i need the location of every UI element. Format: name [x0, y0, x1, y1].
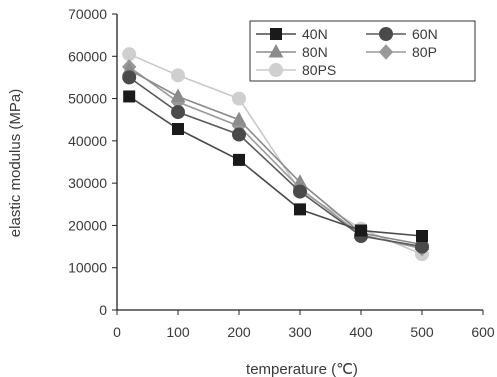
y-tick-label: 30000: [68, 175, 107, 191]
legend-marker: [268, 43, 284, 58]
legend-label: 80N: [302, 44, 328, 60]
legend-label: 80P: [412, 44, 437, 60]
data-point: [355, 224, 367, 237]
series-line: [128, 76, 423, 248]
data-point: [122, 47, 137, 62]
y-tick-label: 60000: [68, 48, 107, 64]
y-axis-title: elastic modulus (MPa): [7, 89, 24, 237]
data-point: [171, 68, 185, 83]
legend-label: 80PS: [302, 62, 336, 78]
data-point: [233, 153, 245, 166]
data-point: [172, 123, 184, 136]
x-tick-label: 600: [471, 324, 495, 340]
legend-marker: [270, 28, 282, 40]
legend-marker: [379, 27, 393, 41]
y-tick-label: 70000: [68, 6, 107, 22]
y-tick-label: 20000: [68, 217, 107, 233]
legend: 40N 60N 80N 80P 80PS: [249, 20, 476, 82]
legend-item-60n: 60N: [366, 26, 438, 42]
data-point: [123, 90, 136, 103]
data-point: [232, 127, 246, 142]
series-line: [128, 53, 423, 255]
series-line: [128, 69, 423, 246]
axes: 0 10000 20000 30000 40000 50000 60000 70000 0 100…: [68, 6, 495, 340]
series-line: [128, 95, 423, 237]
x-tick-label: 500: [410, 324, 434, 340]
data-point: [231, 111, 247, 126]
y-tick-label: 50000: [68, 91, 107, 107]
data-point: [415, 239, 429, 254]
x-tick-label: 0: [113, 324, 121, 340]
series-60n: [122, 70, 429, 254]
data-point: [293, 184, 307, 199]
data-point: [294, 203, 306, 216]
legend-item-80ps: 80PS: [256, 62, 336, 78]
legend-marker: [378, 44, 394, 60]
y-tick-label: 40000: [68, 133, 107, 149]
series-40n: [123, 90, 428, 242]
legend-label: 40N: [302, 26, 328, 42]
legend-item-80n: 80N: [256, 43, 328, 60]
data-point: [416, 230, 428, 242]
data-point: [171, 105, 185, 120]
series-80n: [121, 61, 430, 250]
legend-label: 60N: [412, 26, 438, 42]
y-tick-label: 10000: [68, 260, 107, 276]
data-point: [232, 91, 246, 106]
legend-item-40n: 40N: [256, 26, 328, 42]
legend-box: [249, 20, 476, 82]
y-tick-label: 0: [99, 302, 107, 318]
x-tick-label: 400: [349, 324, 373, 340]
data-point: [170, 88, 186, 102]
x-axis-title: temperature (℃): [246, 361, 358, 377]
legend-item-80p: 80P: [366, 44, 437, 60]
legend-marker: [269, 63, 283, 77]
data-point: [122, 70, 137, 85]
series-layer: [121, 47, 430, 262]
x-tick-label: 300: [288, 324, 312, 340]
x-tick-label: 200: [227, 324, 251, 340]
x-tick-label: 100: [166, 324, 190, 340]
